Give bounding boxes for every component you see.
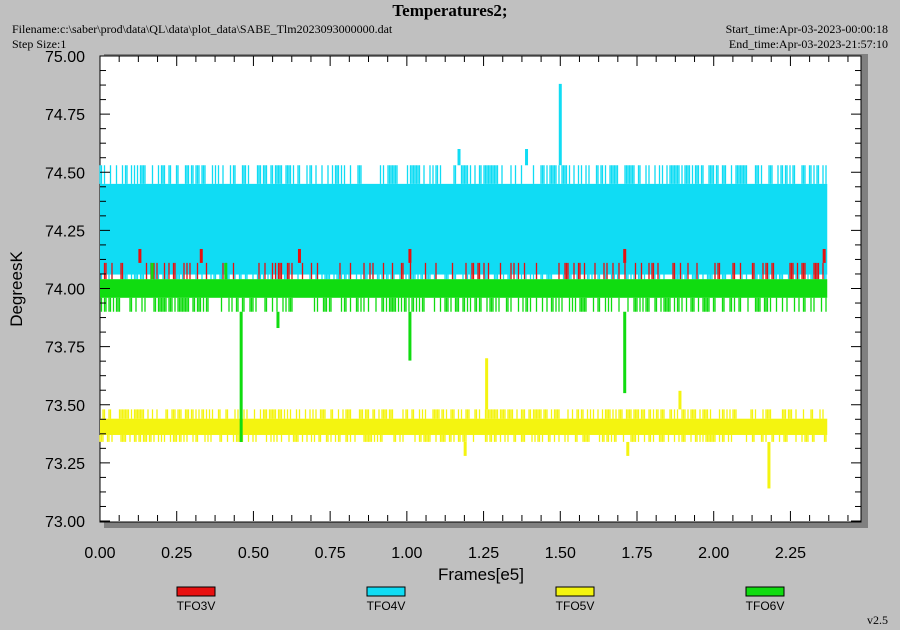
- legend: TFO3V TFO4V TFO5V TFO6V: [176, 586, 785, 613]
- y-tick-label: 74.50: [45, 165, 85, 182]
- series-band-tfo4v: [100, 183, 828, 275]
- legend-label: TFO5V: [556, 599, 595, 613]
- version-label: v2.5: [867, 613, 888, 627]
- series-tfo4v: [99, 83, 828, 280]
- legend-swatch: [176, 586, 216, 597]
- legend-swatch: [555, 586, 595, 597]
- x-tick-label: 2.25: [775, 545, 806, 562]
- series-tfo5v: [99, 358, 828, 489]
- legend-swatch: [366, 586, 406, 597]
- legend-swatch: [745, 586, 785, 597]
- y-tick-label: 74.75: [45, 107, 85, 124]
- start-time-text: Start_time:Apr-03-2023-00:00:18: [725, 22, 888, 36]
- legend-item-tfo5v: TFO5V: [555, 586, 595, 613]
- y-tick-label: 75.00: [45, 49, 85, 66]
- y-tick-label: 73.75: [45, 340, 85, 357]
- step-size-text: Step Size:1: [12, 37, 67, 51]
- end-time-text: End_time:Apr-03-2023-21:57:10: [728, 37, 888, 51]
- series-noise-tfo3v: [103, 262, 824, 280]
- x-tick-label: 1.00: [391, 545, 422, 562]
- x-tick-label: 1.25: [468, 545, 499, 562]
- x-axis-label: Frames[e5]: [438, 565, 524, 584]
- y-tick-label: 74.25: [45, 223, 85, 240]
- y-axis-label: DegreesK: [7, 251, 26, 327]
- legend-item-tfo4v: TFO4V: [366, 586, 406, 613]
- series-layer: [99, 83, 828, 489]
- series-noise-tfo6v: [100, 297, 827, 312]
- x-tick-label: 0.75: [315, 545, 346, 562]
- series-band-tfo6v: [100, 279, 828, 298]
- x-tick-label: 0.25: [161, 545, 192, 562]
- x-tick-label: 2.00: [698, 545, 729, 562]
- filename-text: Filename:c:\saber\prod\data\QL\data\plot…: [12, 22, 393, 36]
- legend-label: TFO6V: [746, 599, 785, 613]
- legend-item-tfo3v: TFO3V: [176, 586, 216, 613]
- ticks-layer: 0.00 0.25 0.50 0.75 1.00 1.25 1.50 1.75 2.00 2.25…: [45, 49, 861, 562]
- legend-label: TFO3V: [177, 599, 216, 613]
- y-tick-label: 74.00: [45, 282, 85, 299]
- x-tick-label: 1.75: [621, 545, 652, 562]
- series-band-tfo5v: [100, 418, 828, 435]
- x-tick-label: 1.50: [545, 545, 576, 562]
- x-tick-label: 0.00: [84, 545, 115, 562]
- chart-title: Temperatures2;: [392, 1, 508, 20]
- y-tick-label: 73.25: [45, 456, 85, 473]
- legend-label: TFO4V: [367, 599, 406, 613]
- series-tfo3v: [103, 248, 826, 280]
- y-tick-label: 73.50: [45, 398, 85, 415]
- legend-item-tfo6v: TFO6V: [745, 586, 785, 613]
- y-tick-label: 73.00: [45, 514, 85, 531]
- series-noise-tfo5v: [99, 409, 827, 442]
- x-tick-label: 0.50: [238, 545, 269, 562]
- series-tfo6v: [100, 262, 828, 442]
